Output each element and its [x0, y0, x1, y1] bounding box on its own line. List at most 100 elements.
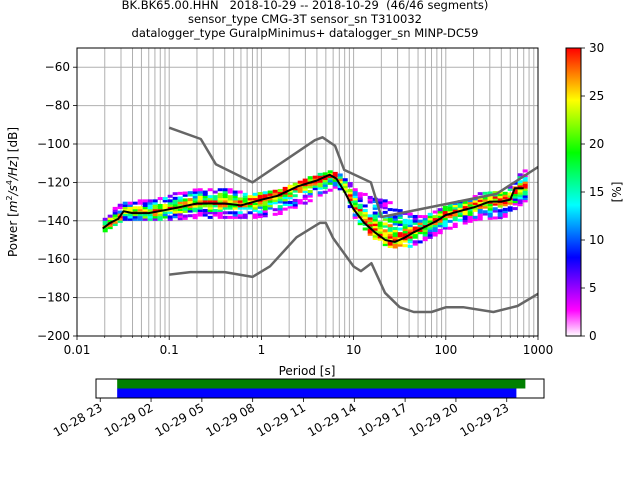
heatmap-cell: [512, 195, 518, 199]
chart-title-line-2: sensor_type CMG-3T sensor_sn T310032: [188, 12, 422, 26]
heatmap-cell: [312, 177, 318, 181]
heatmap-cell: [122, 217, 128, 221]
timeline-tick-label: 10-29 23: [458, 400, 512, 439]
x-tick-label: 0.01: [64, 343, 91, 357]
heatmap-cell: [522, 192, 528, 196]
heatmap-cell: [197, 213, 203, 217]
heatmap-cell: [397, 232, 403, 236]
heatmap-cell: [157, 215, 163, 219]
heatmap-cell: [487, 214, 493, 218]
heatmap-cell: [342, 180, 348, 184]
heatmap-cell: [262, 214, 268, 218]
heatmap-cell: [402, 232, 408, 236]
heatmap-cell: [327, 177, 333, 181]
heatmap-cell: [472, 199, 478, 203]
heatmap-cell: [127, 203, 133, 207]
heatmap-cell: [482, 212, 488, 216]
heatmap-cell: [397, 236, 403, 240]
colorbar-tick-label: 15: [589, 185, 604, 199]
heatmap-cell: [407, 237, 413, 241]
heatmap-cell: [132, 217, 138, 221]
heatmap-cell: [227, 204, 233, 208]
heatmap-cell: [457, 207, 463, 211]
heatmap-cell: [462, 221, 468, 225]
heatmap-cell: [222, 192, 228, 196]
heatmap-cell: [412, 233, 418, 237]
heatmap-cell: [217, 199, 223, 203]
heatmap-cell: [337, 187, 343, 191]
heatmap-cell: [502, 203, 508, 207]
heatmap-cell: [457, 211, 463, 215]
heatmap-cell: [382, 236, 388, 240]
heatmap-cell: [462, 214, 468, 218]
heatmap-cell: [352, 215, 358, 219]
heatmap-cell: [222, 204, 228, 208]
heatmap-cell: [332, 185, 338, 189]
heatmap-cell: [107, 216, 113, 220]
heatmap-cell: [287, 200, 293, 204]
heatmap-cell: [407, 244, 413, 248]
heatmap-cell: [392, 227, 398, 231]
heatmap-cell: [482, 191, 488, 195]
heatmap-cell: [177, 207, 183, 211]
timeline-tick-label: 10-29 05: [153, 400, 207, 439]
heatmap-cell: [192, 200, 198, 204]
heatmap-cell: [297, 185, 303, 189]
heatmap-cell: [397, 234, 403, 238]
heatmap-cell: [492, 216, 498, 220]
heatmap-cell: [162, 215, 168, 219]
heatmap-cell: [127, 206, 133, 210]
heatmap-cell: [502, 194, 508, 198]
heatmap-cell: [127, 208, 133, 212]
heatmap-cell: [382, 203, 388, 207]
series-line-nlnm: [169, 221, 538, 314]
ppsd-heatmap: [102, 169, 528, 249]
heatmap-cell: [107, 214, 113, 218]
heatmap-cell: [292, 182, 298, 186]
heatmap-cell: [112, 211, 118, 215]
heatmap-cell: [182, 191, 188, 195]
y-tick-label: −140: [37, 214, 70, 228]
heatmap-cell: [207, 204, 213, 208]
heatmap-cell: [232, 213, 238, 217]
heatmap-cell: [522, 176, 528, 180]
heatmap-cell: [477, 199, 483, 203]
heatmap-cell: [352, 188, 358, 192]
heatmap-cell: [357, 194, 363, 198]
heatmap-cell: [127, 213, 133, 217]
heatmap-cell: [117, 203, 123, 207]
heatmap-cell: [387, 228, 393, 232]
heatmap-cell: [452, 213, 458, 217]
heatmap-cell: [242, 197, 248, 201]
heatmap-cell: [192, 204, 198, 208]
heatmap-cell: [422, 228, 428, 232]
heatmap-cell: [452, 204, 458, 208]
heatmap-cell: [152, 199, 158, 203]
heatmap-cell: [387, 226, 393, 230]
heatmap-cell: [337, 180, 343, 184]
heatmap-cell: [177, 196, 183, 200]
heatmap-cell: [392, 238, 398, 242]
heatmap-cell: [167, 210, 173, 214]
heatmap-cell: [472, 208, 478, 212]
heatmap-cell: [452, 206, 458, 210]
heatmap-cell: [367, 221, 373, 225]
heatmap-cell: [397, 227, 403, 231]
heatmap-cell: [482, 210, 488, 214]
heatmap-cell: [462, 200, 468, 204]
heatmap-cell: [372, 211, 378, 215]
heatmap-cell: [277, 191, 283, 195]
heatmap-cell: [467, 212, 473, 216]
heatmap-cell: [347, 198, 353, 202]
heatmap-cell: [377, 226, 383, 230]
heatmap-cell: [337, 173, 343, 177]
heatmap-cell: [207, 199, 213, 203]
heatmap-cell: [407, 226, 413, 230]
heatmap-cell: [387, 217, 393, 221]
heatmap-cell: [357, 208, 363, 212]
heatmap-cell: [257, 210, 263, 214]
y-axis-label: Power [m2/s4/Hz] [dB]: [5, 127, 20, 257]
heatmap-cell: [227, 215, 233, 219]
heatmap-cell: [382, 243, 388, 247]
heatmap-cell: [467, 201, 473, 205]
